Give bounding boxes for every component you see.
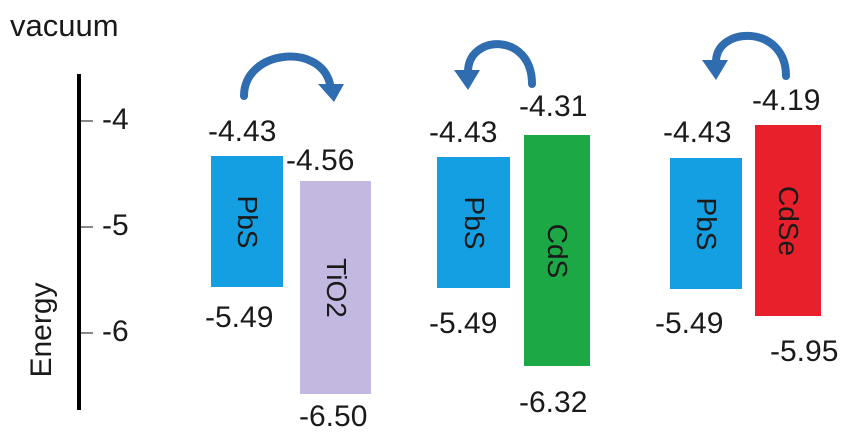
cdse-label: CdSe: [773, 185, 804, 256]
pbs-top-value-2: -4.43: [429, 116, 498, 149]
pbs-label-1: PbS: [232, 195, 263, 248]
pbs-bottom-value-3: -5.49: [655, 307, 724, 340]
axis-tick-minus-5: [81, 226, 93, 228]
energy-axis-title: Energy: [25, 282, 58, 378]
pbs-band-3: PbS: [670, 158, 742, 289]
transfer-arrow-1: [240, 52, 344, 102]
tio2-top-value: -4.56: [286, 144, 355, 177]
axis-tick-minus-6: [81, 332, 93, 334]
axis-tick-minus-4: [81, 120, 93, 122]
cdse-band: CdSe: [755, 125, 821, 316]
tio2-band: TiO2: [300, 181, 371, 394]
transfer-arrow-3: [702, 31, 790, 80]
cds-top-value: -4.31: [519, 90, 588, 123]
cdse-top-value: -4.19: [752, 84, 821, 117]
tick-label-minus-4: -4: [102, 103, 129, 136]
energy-axis-line: [77, 74, 81, 410]
pbs-band-2: PbS: [437, 157, 510, 288]
cdse-bottom-value: -5.95: [770, 335, 839, 368]
cds-bottom-value: -6.32: [519, 386, 588, 419]
tick-label-minus-5: -5: [102, 209, 129, 242]
vacuum-label: vacuum: [10, 8, 119, 43]
tio2-bottom-value: -6.50: [299, 400, 368, 433]
tick-label-minus-6: -6: [102, 315, 129, 348]
pbs-label-3: PbS: [691, 197, 722, 250]
tio2-label: TiO2: [320, 257, 352, 318]
cds-label: CdS: [542, 223, 573, 278]
pbs-top-value-1: -4.43: [208, 115, 277, 148]
pbs-label-2: PbS: [458, 196, 490, 249]
transfer-arrow-2: [454, 40, 536, 90]
pbs-bottom-value-1: -5.49: [205, 301, 274, 334]
cds-band: CdS: [524, 135, 590, 366]
pbs-band-1: PbS: [211, 156, 283, 287]
pbs-top-value-3: -4.43: [663, 116, 732, 149]
pbs-bottom-value-2: -5.49: [429, 307, 498, 340]
